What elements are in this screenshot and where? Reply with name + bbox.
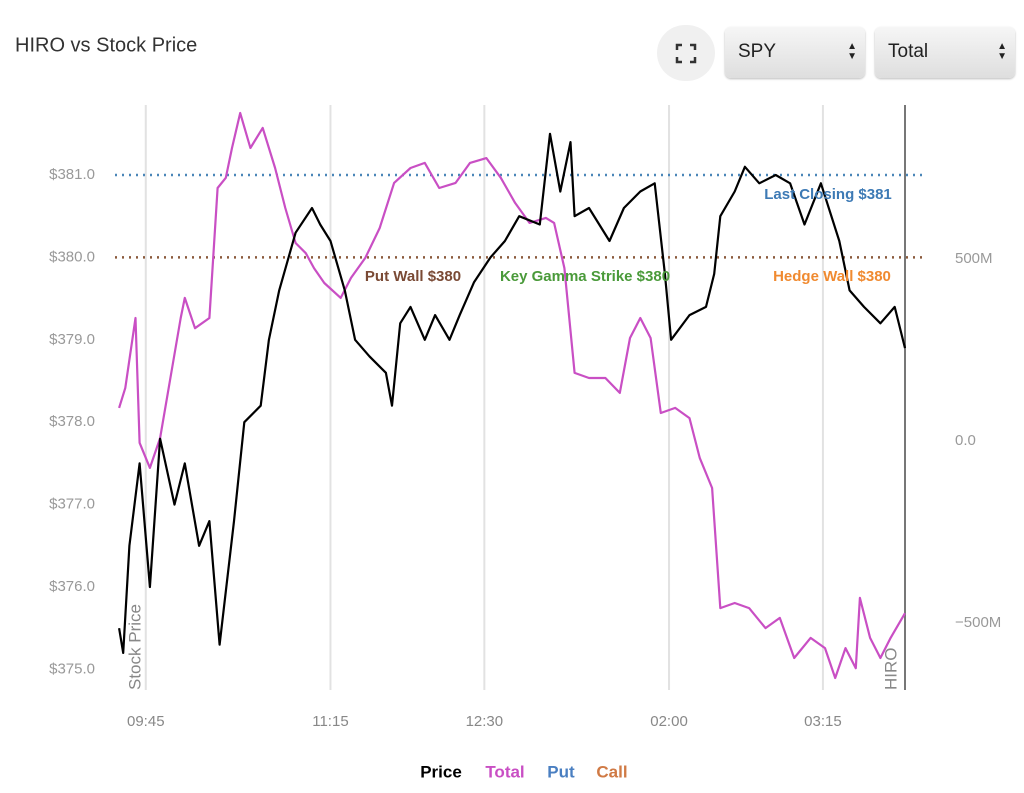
annotation: Hedge Wall $380 xyxy=(773,268,891,285)
y-tick-label: $375.0 xyxy=(49,660,95,677)
annotation: Last Closing $381 xyxy=(764,186,892,203)
legend-entry: Price xyxy=(420,762,462,781)
x-tick-label: 11:15 xyxy=(312,713,348,730)
y-tick-label: $380.0 xyxy=(49,248,95,265)
y2-tick-label: −500M xyxy=(955,614,1001,631)
symbol-select[interactable]: SPY ▲ ▼ xyxy=(725,27,865,78)
y-axis-title: Stock Price xyxy=(125,604,144,690)
series-line xyxy=(118,132,907,654)
y-tick-label: $378.0 xyxy=(49,413,95,430)
x-tick-label: 12:30 xyxy=(466,713,504,730)
view-value: Total xyxy=(888,41,929,62)
x-tick-label: 09:45 xyxy=(127,713,165,730)
y2-tick-label: 500M xyxy=(955,250,993,267)
y2-axis-title: HIRO xyxy=(881,648,900,691)
fullscreen-icon xyxy=(675,43,697,64)
annotation: Put Wall $380 xyxy=(365,268,461,285)
legend-entry: Put xyxy=(547,762,575,781)
series-line xyxy=(118,111,906,680)
y-tick-label: $377.0 xyxy=(49,496,95,513)
fullscreen-button[interactable] xyxy=(657,25,715,81)
y-tick-label: $381.0 xyxy=(49,166,95,183)
x-tick-label: 03:15 xyxy=(804,713,842,730)
view-select[interactable]: Total ▲ ▼ xyxy=(875,27,1015,78)
legend-entry: Total xyxy=(485,762,524,781)
x-tick-label: 02:00 xyxy=(650,713,688,730)
legend-entry: Call xyxy=(596,762,627,781)
symbol-value: SPY xyxy=(738,41,777,62)
y-tick-label: $376.0 xyxy=(49,578,95,595)
chart-title: HIRO vs Stock Price xyxy=(15,34,197,56)
annotation: Key Gamma Strike $380 xyxy=(500,268,670,285)
y-tick-label: $379.0 xyxy=(49,331,95,348)
y2-tick-label: 0.0 xyxy=(955,432,976,449)
